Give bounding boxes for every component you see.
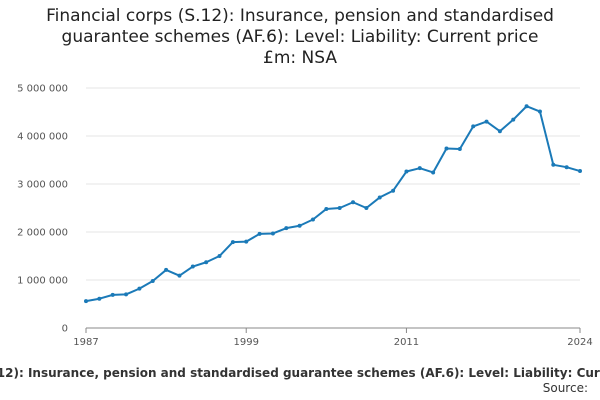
- data-point: [444, 146, 449, 151]
- data-point: [337, 206, 342, 210]
- data-point: [84, 299, 88, 304]
- x-tick-label: 2024: [567, 337, 592, 348]
- data-point: [551, 162, 556, 167]
- data-point: [217, 254, 222, 258]
- y-tick-label: 3 000 000: [17, 180, 68, 191]
- data-point: [351, 200, 356, 205]
- data-point: [270, 231, 275, 236]
- y-tick-label: 0: [62, 324, 68, 335]
- data-point: [310, 217, 315, 222]
- y-tick-label: 1 000 000: [17, 276, 68, 287]
- legend: Financial corps (S.12): Insurance, pensi…: [0, 366, 600, 380]
- series-line: [85, 105, 581, 303]
- source-label: Source:: [542, 381, 588, 395]
- data-point: [457, 146, 462, 151]
- chart-title-line-2: guarantee schemes (AF.6): Level: Liabili…: [61, 27, 539, 47]
- y-tick-label: 5 000 000: [17, 84, 68, 95]
- data-point: [524, 104, 529, 109]
- data-point: [511, 117, 516, 122]
- y-tick-label: 4 000 000: [17, 132, 68, 143]
- data-point: [404, 169, 409, 174]
- y-tick-label: 2 000 000: [17, 228, 68, 239]
- data-point: [431, 170, 436, 175]
- data-point: [537, 109, 542, 114]
- data-point: [190, 264, 195, 269]
- data-point: [97, 296, 102, 301]
- data-point: [497, 129, 502, 134]
- x-tick-label: 2011: [394, 337, 419, 348]
- data-point: [257, 231, 262, 236]
- data-point: [110, 292, 115, 297]
- data-point: [377, 195, 382, 200]
- x-tick-label: 1999: [233, 337, 258, 348]
- data-point: [164, 267, 169, 272]
- data-point: [564, 165, 569, 170]
- data-point: [391, 188, 396, 193]
- data-point: [471, 124, 476, 129]
- chart-title-line-3: £m: NSA: [263, 48, 337, 68]
- chart-title-line-1: Financial corps (S.12): Insurance, pensi…: [46, 6, 554, 26]
- data-point: [578, 169, 582, 174]
- data-point: [484, 119, 489, 124]
- data-point: [244, 239, 249, 244]
- data-point: [364, 206, 369, 210]
- chart-title: Financial corps (S.12): Insurance, pensi…: [0, 6, 600, 69]
- data-point: [204, 260, 209, 265]
- data-point: [230, 240, 235, 245]
- data-point: [137, 286, 142, 291]
- data-point: [284, 226, 289, 231]
- data-point: [324, 206, 329, 211]
- data-point: [150, 278, 155, 283]
- data-point: [417, 166, 422, 171]
- data-point: [124, 292, 129, 297]
- data-point: [297, 223, 302, 228]
- x-tick-label: 1987: [73, 337, 98, 348]
- data-point: [177, 273, 182, 278]
- legend-entry-label: Financial corps (S.12): Insurance, pensi…: [0, 366, 600, 380]
